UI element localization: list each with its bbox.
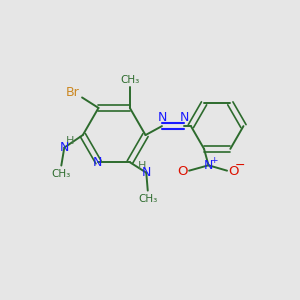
Text: Br: Br	[66, 86, 80, 99]
Text: O: O	[228, 165, 238, 178]
Text: CH₃: CH₃	[120, 74, 140, 85]
Text: H: H	[65, 136, 74, 146]
Text: CH₃: CH₃	[138, 194, 158, 204]
Text: −: −	[235, 159, 245, 172]
Text: N: N	[93, 156, 103, 169]
Text: O: O	[177, 165, 188, 178]
Text: CH₃: CH₃	[51, 169, 70, 179]
Text: N: N	[142, 166, 151, 179]
Text: N: N	[180, 111, 189, 124]
Text: N: N	[157, 111, 167, 124]
Text: N: N	[60, 141, 69, 154]
Text: H: H	[138, 161, 146, 171]
Text: +: +	[210, 156, 218, 165]
Text: N: N	[204, 159, 213, 172]
